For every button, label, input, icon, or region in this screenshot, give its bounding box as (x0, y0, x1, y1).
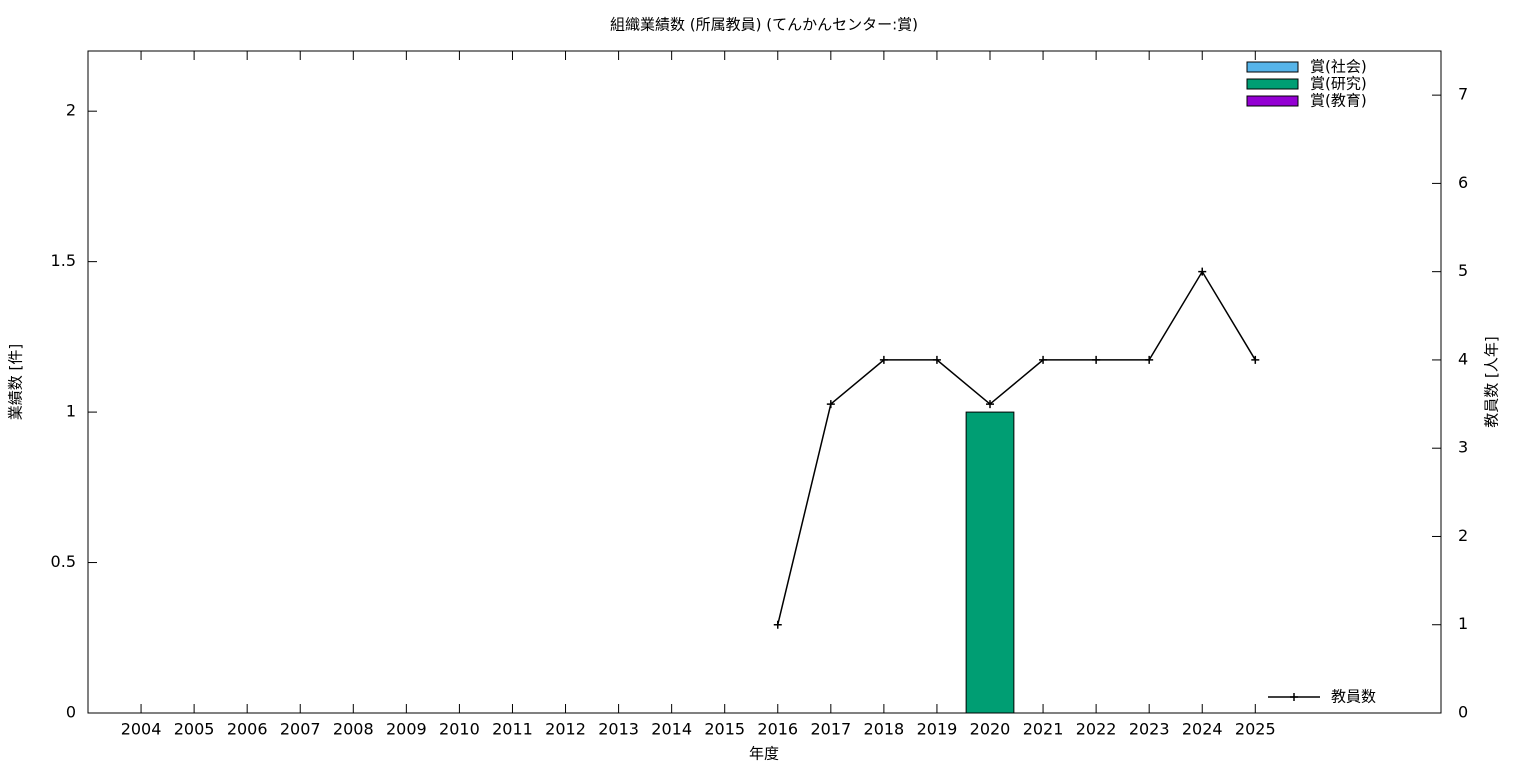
y2-tick-label: 3 (1458, 438, 1468, 457)
y2-tick-label: 6 (1458, 173, 1468, 192)
x-tick-label: 2012 (545, 720, 586, 739)
legend-label: 賞(社会) (1310, 58, 1367, 76)
point-marker (932, 355, 941, 364)
point-marker (826, 400, 835, 409)
point-marker (879, 355, 888, 364)
y-tick-label: 1 (66, 402, 76, 421)
x-tick-label: 2019 (917, 720, 958, 739)
legend-label: 賞(研究) (1310, 75, 1367, 93)
y2-tick-label: 7 (1458, 85, 1468, 104)
legend-label: 教員数 (1331, 688, 1376, 706)
x-tick-label: 2025 (1235, 720, 1276, 739)
x-tick-label: 2011 (492, 720, 533, 739)
x-tick-label: 2024 (1182, 720, 1223, 739)
x-tick-label: 2009 (386, 720, 427, 739)
x-tick-label: 2004 (121, 720, 162, 739)
legend-swatch (1246, 95, 1299, 107)
x-tick-label: 2005 (174, 720, 215, 739)
point-marker (1039, 355, 1048, 364)
y-tick-label: 2 (66, 101, 76, 120)
legend-marker (1290, 693, 1298, 701)
chart-title: 組織業績数 (所属教員) (てんかんセンター:賞) (610, 16, 918, 34)
point-marker (1145, 355, 1154, 364)
point-marker (986, 400, 994, 409)
y2-tick-label: 2 (1458, 526, 1468, 545)
y-tick-label: 0.5 (51, 552, 76, 571)
x-tick-label: 2006 (227, 720, 268, 739)
y-tick-label: 1.5 (51, 251, 76, 270)
point-marker (773, 620, 782, 629)
x-tick-label: 2013 (598, 720, 639, 739)
y2-axis-label: 教員数 [人年] (1483, 336, 1501, 427)
x-tick-label: 2023 (1129, 720, 1170, 739)
x-tick-label: 2021 (1023, 720, 1064, 739)
line (777, 270, 1256, 625)
point-marker (1251, 355, 1260, 364)
x-tick-label: 2007 (280, 720, 321, 739)
y2-tick-label: 4 (1458, 349, 1468, 368)
legend-swatch (1246, 61, 1299, 73)
y-tick-label: 0 (66, 703, 76, 722)
x-tick-label: 2015 (704, 720, 745, 739)
plot-frame (87, 50, 1442, 714)
x-tick-label: 2020 (970, 720, 1011, 739)
y2-tick-label: 1 (1458, 614, 1468, 633)
x-tick-label: 2008 (333, 720, 374, 739)
y-axis-label: 業績数 [件] (7, 344, 25, 420)
point-marker (1198, 267, 1207, 276)
legend-label: 賞(教育) (1310, 92, 1367, 110)
x-tick-label: 2018 (864, 720, 905, 739)
x-tick-label: 2016 (757, 720, 798, 739)
y2-tick-label: 5 (1458, 261, 1468, 280)
x-tick-label: 2017 (810, 720, 851, 739)
x-tick-label: 2022 (1076, 720, 1117, 739)
bar (965, 411, 1015, 714)
x-tick-label: 2014 (651, 720, 692, 739)
x-tick-label: 2010 (439, 720, 480, 739)
point-marker (1092, 355, 1101, 364)
y2-tick-label: 0 (1458, 703, 1468, 722)
x-axis-label: 年度 (749, 745, 779, 763)
legend-swatch (1246, 78, 1299, 90)
